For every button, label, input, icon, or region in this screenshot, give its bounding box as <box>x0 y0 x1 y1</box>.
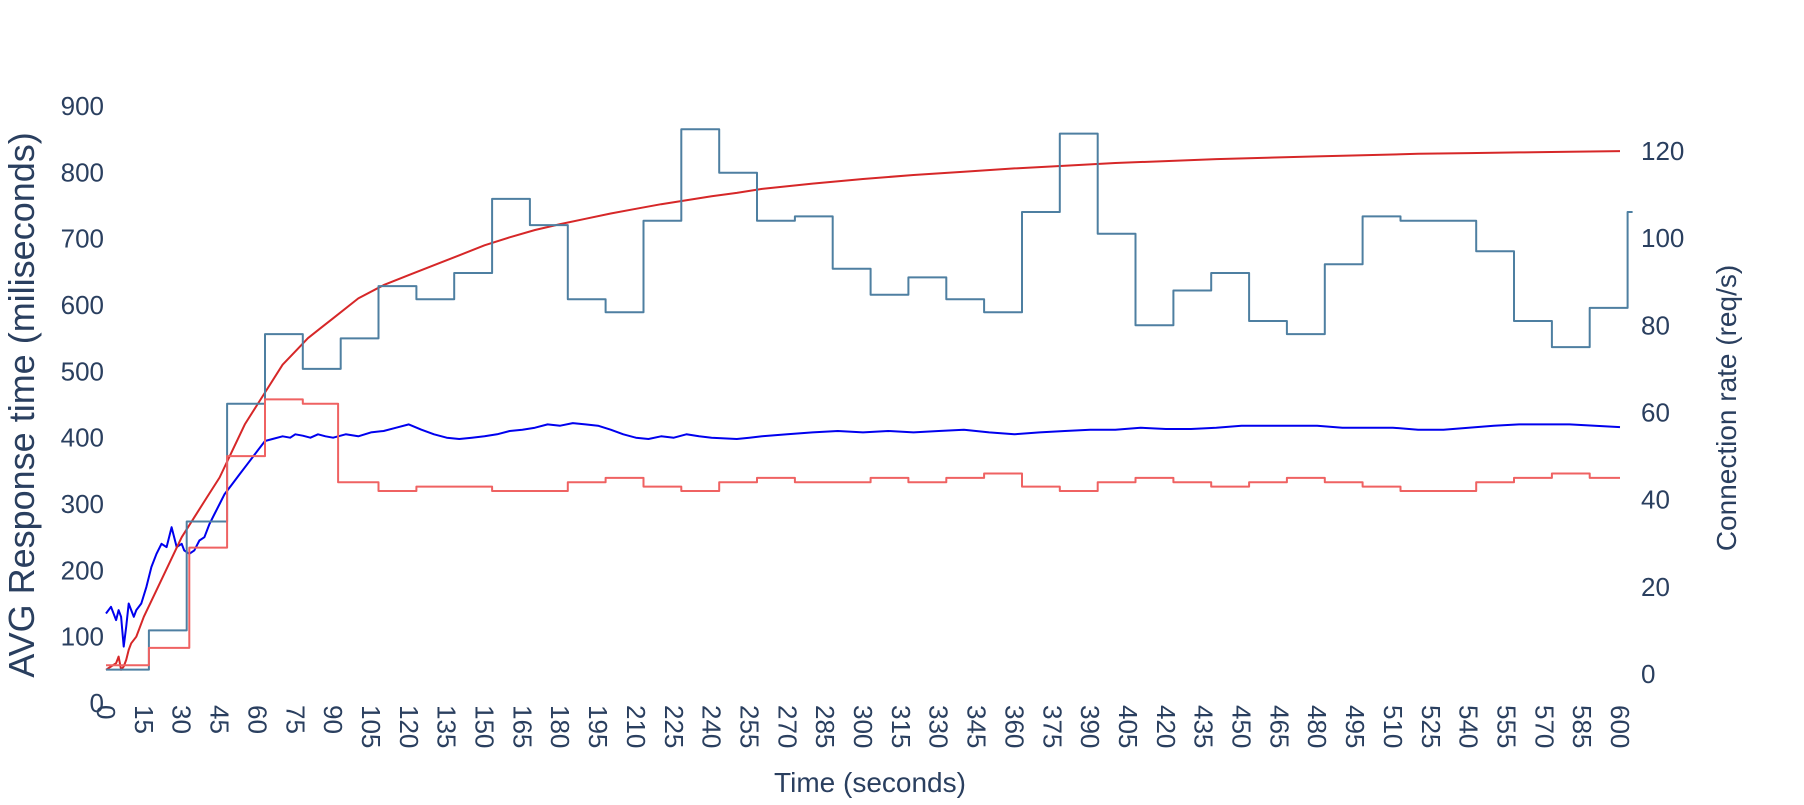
y2-axis-ticks: 0 20 40 60 80 100 120 <box>1641 136 1684 689</box>
y2-tick-label: 120 <box>1641 136 1684 166</box>
x-tick-label: 315 <box>886 705 916 748</box>
series-line-3 <box>106 128 1633 671</box>
series-line-2 <box>105 150 1621 671</box>
x-tick-label: 120 <box>394 705 424 748</box>
y-tick-label: 500 <box>61 356 104 386</box>
x-tick-label: 495 <box>1340 705 1370 748</box>
y-tick-label: 0 <box>90 688 104 718</box>
y2-tick-label: 40 <box>1641 485 1670 515</box>
x-tick-label: 540 <box>1454 705 1484 748</box>
x-tick-label: 330 <box>924 705 954 748</box>
y2-tick-label: 80 <box>1641 310 1670 340</box>
y2-tick-label: 60 <box>1641 398 1670 428</box>
x-tick-label: 135 <box>432 705 462 748</box>
x-tick-label: 525 <box>1416 705 1446 748</box>
x-tick-label: 375 <box>1037 705 1067 748</box>
y-tick-label: 900 <box>61 91 104 121</box>
x-tick-label: 420 <box>1151 705 1181 748</box>
y2-axis-title: Connection rate (req/s) <box>1711 265 1742 551</box>
x-tick-label: 60 <box>242 705 272 734</box>
x-tick-label: 0 <box>91 705 121 719</box>
y-tick-label: 600 <box>61 290 104 320</box>
x-tick-label: 180 <box>545 705 575 748</box>
x-axis-ticks: 0 15 30 45 60 75 90 105 120 135 150 165 180 195 210 225… <box>91 705 1635 748</box>
y2-tick-label: 20 <box>1641 572 1670 602</box>
x-tick-label: 165 <box>507 705 537 748</box>
x-tick-label: 225 <box>659 705 689 748</box>
x-tick-label: 405 <box>1113 705 1143 748</box>
series-line-1 <box>105 422 1621 648</box>
y-tick-label: 100 <box>61 622 104 652</box>
x-tick-label: 435 <box>1189 705 1219 748</box>
y-tick-label: 700 <box>61 224 104 254</box>
x-tick-label: 450 <box>1227 705 1257 748</box>
x-axis-title: Time (seconds) <box>774 767 966 798</box>
y-tick-label: 800 <box>61 157 104 187</box>
series-line-4 <box>106 398 1620 667</box>
x-tick-label: 210 <box>621 705 651 748</box>
x-tick-label: 30 <box>167 705 197 734</box>
x-tick-label: 15 <box>129 705 159 734</box>
x-tick-label: 240 <box>697 705 727 748</box>
x-tick-label: 480 <box>1302 705 1332 748</box>
x-tick-label: 555 <box>1492 705 1522 748</box>
x-tick-label: 585 <box>1567 705 1597 748</box>
y-axis-ticks: 0 100 200 300 400 500 600 700 800 900 <box>61 91 104 718</box>
y-tick-label: 300 <box>61 489 104 519</box>
x-tick-label: 390 <box>1075 705 1105 748</box>
y2-tick-label: 0 <box>1641 659 1655 689</box>
series-layer <box>105 128 1633 671</box>
x-tick-label: 570 <box>1529 705 1559 748</box>
x-tick-label: 300 <box>848 705 878 748</box>
x-tick-label: 255 <box>734 705 764 748</box>
y-tick-label: 400 <box>61 423 104 453</box>
y2-tick-label: 100 <box>1641 223 1684 253</box>
x-tick-label: 195 <box>583 705 613 748</box>
x-tick-label: 45 <box>205 705 235 734</box>
x-tick-label: 465 <box>1264 705 1294 748</box>
x-tick-label: 105 <box>356 705 386 748</box>
x-tick-label: 150 <box>470 705 500 748</box>
x-tick-label: 510 <box>1378 705 1408 748</box>
x-tick-label: 90 <box>318 705 348 734</box>
x-tick-label: 75 <box>280 705 310 734</box>
x-tick-label: 345 <box>962 705 992 748</box>
x-tick-label: 360 <box>999 705 1029 748</box>
x-tick-label: 285 <box>810 705 840 748</box>
y-tick-label: 200 <box>61 555 104 585</box>
x-tick-label: 270 <box>772 705 802 748</box>
y-axis-title: AVG Response time (miliseconds) <box>1 132 42 678</box>
x-tick-label: 600 <box>1605 705 1635 748</box>
